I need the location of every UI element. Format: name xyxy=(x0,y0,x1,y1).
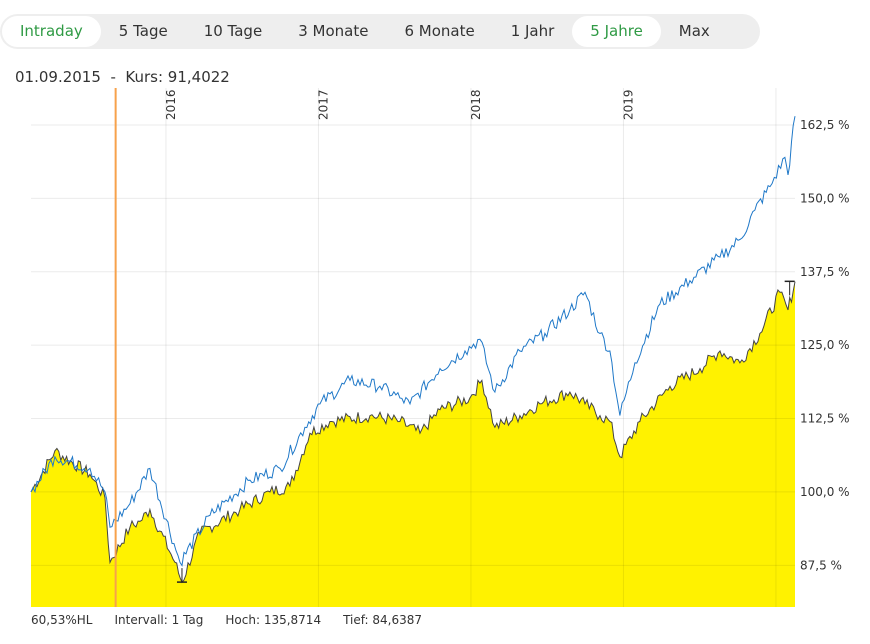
cursor-price: Kurs: 91,4022 xyxy=(125,68,230,86)
tab-intraday[interactable]: Intraday xyxy=(2,16,101,47)
cursor-date: 01.09.2015 xyxy=(15,68,101,86)
cursor-info: 01.09.2015 - Kurs: 91,4022 xyxy=(15,68,230,86)
chart-footer: 60,53%HL Intervall: 1 Tag Hoch: 135,8714… xyxy=(31,613,422,627)
separator: - xyxy=(110,68,116,86)
y-tick-label: 112,5 % xyxy=(800,412,850,426)
tab-max[interactable]: Max xyxy=(678,22,710,40)
tab-1-jahr[interactable]: 1 Jahr xyxy=(510,22,555,40)
y-tick-label: 162,5 % xyxy=(800,118,850,132)
tab-3-monate[interactable]: 3 Monate xyxy=(298,22,369,40)
compare-line xyxy=(30,116,796,567)
tab-10-tage[interactable]: 10 Tage xyxy=(203,22,263,40)
x-tick-label: 2016 xyxy=(164,89,178,120)
x-tick-label: 2018 xyxy=(469,89,483,120)
y-tick-label: 87,5 % xyxy=(800,558,842,572)
tab-5-tage[interactable]: 5 Tage xyxy=(118,22,168,40)
interval-value: Intervall: 1 Tag xyxy=(114,613,204,627)
low-value: Tief: 84,6387 xyxy=(343,613,423,627)
tab-6-monate[interactable]: 6 Monate xyxy=(404,22,475,40)
main-line xyxy=(30,281,796,584)
y-tick-label: 100,0 % xyxy=(800,485,850,499)
y-tick-label: 125,0 % xyxy=(800,338,850,352)
y-tick-label: 150,0 % xyxy=(800,191,850,205)
y-tick-label: 137,5 % xyxy=(800,265,850,279)
x-tick-label: 2017 xyxy=(316,89,330,120)
hl-value: 60,53%HL xyxy=(31,613,93,627)
timeframe-tabs: Intraday 5 Tage 10 Tage 3 Monate 6 Monate 1 J… xyxy=(0,14,760,49)
high-value: Hoch: 135,8714 xyxy=(225,613,322,627)
tab-5-jahre[interactable]: 5 Jahre xyxy=(572,16,661,47)
x-tick-label: 2019 xyxy=(621,89,635,120)
main-area xyxy=(31,281,795,607)
